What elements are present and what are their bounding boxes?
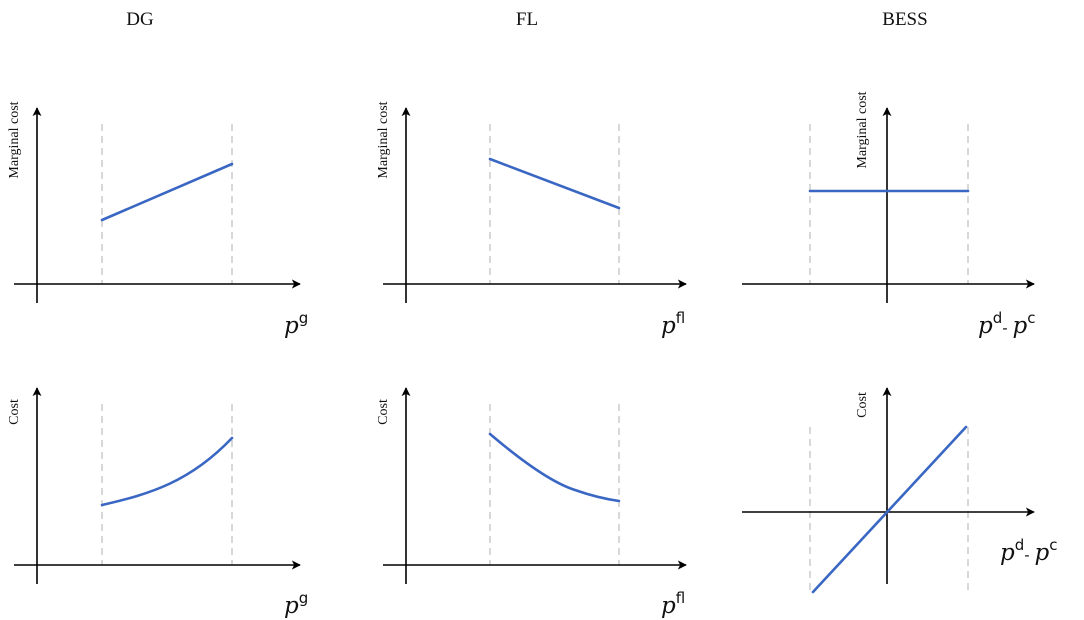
y-axis-label: Cost	[855, 392, 870, 418]
x-axis-label: pd- pc	[1000, 536, 1057, 566]
marginal-cost-curve	[100, 162, 234, 222]
y-axis-label: Marginal cost	[7, 101, 22, 178]
marginal-cost-curve	[488, 157, 621, 210]
y-axis-label: Cost	[7, 399, 22, 425]
cost-curve	[100, 436, 234, 507]
panel-bess-cost: Cost pd- pc	[742, 387, 1057, 594]
panel-dg-cost: Cost pg	[7, 387, 308, 619]
cost-curve	[811, 425, 968, 594]
column-title-fl: FL	[516, 9, 538, 30]
x-axis-label: pfl	[661, 309, 685, 339]
panel-bess-marginal-cost: Marginal cost pd- pc	[742, 91, 1035, 339]
panel-fl-cost: Cost pfl	[376, 387, 687, 619]
x-axis-label: pg	[284, 309, 308, 339]
x-axis-label: pd- pc	[978, 309, 1035, 339]
y-axis-label: Cost	[376, 399, 391, 425]
x-axis-label: pg	[284, 589, 308, 619]
column-title-bess: BESS	[882, 9, 927, 30]
x-axis-label: pfl	[661, 589, 685, 619]
panel-dg-marginal-cost: Marginal cost pg	[7, 101, 308, 339]
cost-curve	[488, 432, 621, 503]
y-axis-label: Marginal cost	[376, 101, 391, 178]
column-title-dg: DG	[126, 9, 154, 30]
y-axis-label: Marginal cost	[855, 91, 870, 168]
panel-fl-marginal-cost: Marginal cost pfl	[376, 101, 687, 339]
